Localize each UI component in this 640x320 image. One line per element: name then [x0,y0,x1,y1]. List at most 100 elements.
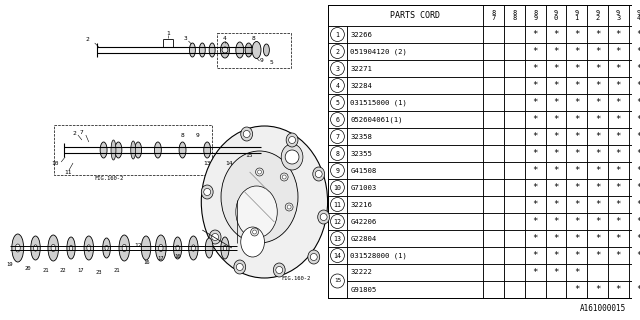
Bar [328,5,640,298]
Bar [628,281,640,298]
Bar [587,179,608,196]
Bar [628,26,640,43]
Bar [546,26,566,43]
Text: *: * [574,64,579,73]
Bar [525,26,546,43]
Text: *: * [554,81,559,90]
Bar [546,213,566,230]
Ellipse shape [69,245,73,251]
Bar [566,60,587,77]
Bar [525,196,546,213]
Bar [483,196,504,213]
Circle shape [257,170,262,174]
Circle shape [330,113,344,126]
Bar [587,26,608,43]
Ellipse shape [236,42,244,58]
Ellipse shape [245,43,252,57]
Bar [587,5,608,26]
Bar [504,196,525,213]
Bar [328,43,348,60]
Ellipse shape [48,235,59,261]
Bar [483,247,504,264]
Text: *: * [595,183,600,192]
Ellipse shape [122,244,127,252]
Bar [566,196,587,213]
Circle shape [330,147,344,161]
Text: 8
9: 8 9 [533,10,538,21]
Circle shape [330,130,344,143]
Text: *: * [636,251,640,260]
Bar [525,247,546,264]
Bar [328,111,348,128]
Bar [546,60,566,77]
Circle shape [287,205,291,209]
Text: *: * [636,47,640,56]
Text: 11: 11 [64,170,72,174]
Text: 22: 22 [60,268,67,273]
Bar [348,43,483,60]
Text: *: * [532,183,538,192]
Circle shape [289,137,296,143]
Text: 031528000 (1): 031528000 (1) [350,252,407,259]
Bar [628,145,640,162]
Ellipse shape [33,245,38,251]
Ellipse shape [131,141,136,159]
Bar [566,213,587,230]
Text: 4: 4 [335,83,339,89]
Text: 9
3: 9 3 [616,10,620,21]
Text: *: * [532,268,538,277]
Ellipse shape [313,167,324,181]
Bar [546,128,566,145]
Text: 051904120 (2): 051904120 (2) [350,48,407,55]
Text: 16: 16 [143,260,149,265]
Bar [504,162,525,179]
Text: 9
0: 9 0 [554,10,558,21]
Bar [525,43,546,60]
Ellipse shape [12,234,24,262]
Bar [566,77,587,94]
Text: 9
2: 9 2 [595,10,600,21]
Bar [328,94,348,111]
Bar [483,111,504,128]
Text: *: * [574,149,579,158]
Circle shape [330,28,344,42]
Bar [525,179,546,196]
Ellipse shape [67,237,75,259]
Text: 1: 1 [166,30,170,36]
Bar [217,33,291,68]
Text: *: * [636,285,640,294]
Bar [608,230,628,247]
Bar [628,128,640,145]
Text: *: * [554,132,559,141]
Bar [566,281,587,298]
Bar [525,145,546,162]
Circle shape [251,228,259,236]
Bar [483,60,504,77]
Text: *: * [636,217,640,226]
Bar [348,162,483,179]
Text: 14: 14 [225,161,233,165]
Circle shape [316,171,322,178]
Text: *: * [574,200,579,209]
Bar [483,179,504,196]
Text: *: * [532,81,538,90]
Bar [328,26,348,43]
Bar [504,179,525,196]
Bar [546,179,566,196]
Bar [608,26,628,43]
Text: *: * [574,81,579,90]
Ellipse shape [100,142,107,158]
Text: *: * [532,30,538,39]
Text: *: * [616,132,621,141]
Bar [525,128,546,145]
Bar [608,43,628,60]
Ellipse shape [31,236,40,260]
Bar [608,281,628,298]
Text: *: * [574,98,579,107]
Bar [587,230,608,247]
Text: *: * [616,251,621,260]
Ellipse shape [241,127,253,141]
Circle shape [276,267,283,274]
Text: G42206: G42206 [350,219,376,225]
Ellipse shape [241,227,264,257]
